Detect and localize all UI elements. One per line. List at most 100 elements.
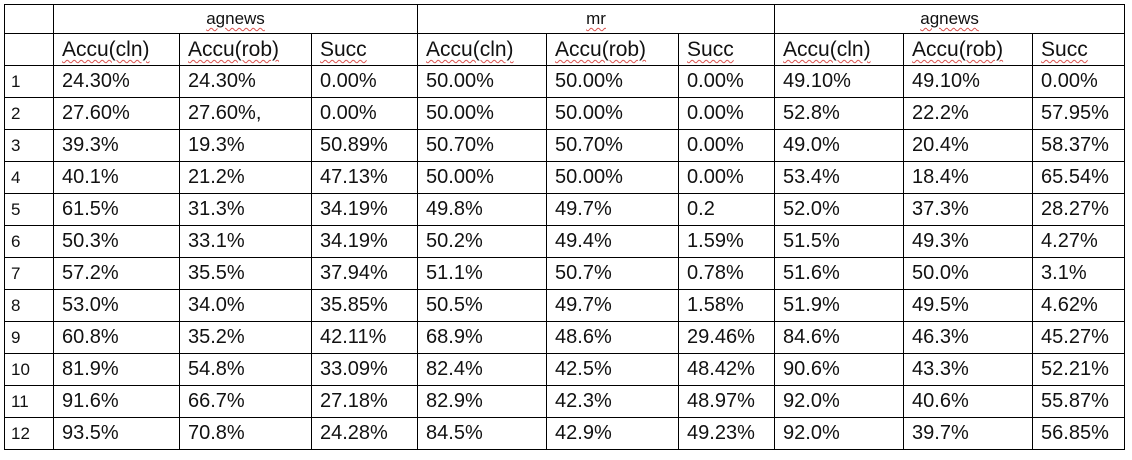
table-cell: 42.11%: [310, 321, 419, 354]
table-cell: 82.9%: [417, 385, 548, 418]
table-cell: 27.18%: [310, 385, 419, 418]
table-cell: 0.00%: [678, 97, 776, 130]
table-row: 11 91.6% 66.7% 27.18% 82.9% 42.3% 48.97% 92.0% 4…: [4, 385, 1126, 418]
table-body: agnews mr agnews Accu(cln) Accu(rob) Suc…: [4, 4, 1126, 450]
table-cell: 47.13%: [310, 161, 419, 194]
column-header: Succ: [678, 33, 776, 66]
table-cell: 45.27%: [1032, 321, 1126, 354]
table-cell: 39.3%: [53, 129, 180, 162]
group-header-mr: mr: [417, 4, 776, 34]
row-index-cell: 6: [4, 225, 54, 258]
table-cell: 39.7%: [903, 417, 1034, 450]
table-cell: 21.2%: [179, 161, 312, 194]
table-cell: 31.3%: [179, 193, 312, 226]
column-header: Succ: [310, 33, 419, 66]
table-cell: 48.6%: [546, 321, 680, 354]
table-cell: 56.85%: [1032, 417, 1126, 450]
table-cell: 4.62%: [1032, 289, 1126, 322]
table-cell: 34.0%: [179, 289, 312, 322]
row-index-cell: 11: [4, 385, 54, 418]
table-cell: 50.00%: [546, 65, 680, 98]
table-cell: 91.6%: [53, 385, 180, 418]
table-cell: 51.1%: [417, 257, 548, 290]
corner-cell: [4, 4, 54, 34]
table-cell: 82.4%: [417, 353, 548, 386]
table-cell: 28.27%: [1032, 193, 1126, 226]
table-row: 7 57.2% 35.5% 37.94% 51.1% 50.7% 0.78% 51.6% 50.…: [4, 257, 1126, 290]
table-cell: 50.00%: [417, 65, 548, 98]
table-cell: 3.1%: [1032, 257, 1126, 290]
table-cell: 33.1%: [179, 225, 312, 258]
table-cell: 84.6%: [774, 321, 905, 354]
table-cell: 1.59%: [678, 225, 776, 258]
table-cell: 42.3%: [546, 385, 680, 418]
table-cell: 40.1%: [53, 161, 180, 194]
table-cell: 55.87%: [1032, 385, 1126, 418]
table-cell: 43.3%: [903, 353, 1034, 386]
table-cell: 24.28%: [310, 417, 419, 450]
table-cell: 50.0%: [903, 257, 1034, 290]
table-cell: 49.3%: [903, 225, 1034, 258]
table-row: 5 61.5% 31.3% 34.19% 49.8% 49.7% 0.2 52.0% 37.3%…: [4, 193, 1126, 226]
table-cell: 35.5%: [179, 257, 312, 290]
table-cell: 0.00%: [678, 161, 776, 194]
table-cell: 93.5%: [53, 417, 180, 450]
table-cell: 52.21%: [1032, 353, 1126, 386]
group-label: agnews: [920, 9, 979, 28]
table-cell: 68.9%: [417, 321, 548, 354]
table-cell: 24.30%: [53, 65, 180, 98]
results-table: agnews mr agnews Accu(cln) Accu(rob) Suc…: [4, 4, 1126, 450]
table-cell: 50.3%: [53, 225, 180, 258]
row-index-cell: 1: [4, 65, 54, 98]
group-header-agnews-2: agnews: [774, 4, 1126, 34]
table-cell: 92.0%: [774, 385, 905, 418]
table-cell: 27.60%: [53, 97, 180, 130]
table-cell: 35.85%: [310, 289, 419, 322]
table-cell: 50.00%: [546, 161, 680, 194]
group-header-agnews-1: agnews: [52, 4, 419, 34]
table-cell: 19.3%: [179, 129, 312, 162]
table-row: 2 27.60% 27.60%, 0.00% 50.00% 50.00% 0.00% 52.8…: [4, 97, 1126, 130]
table-cell: 49.7%: [546, 193, 680, 226]
index-header-cell: [4, 33, 54, 66]
table-cell: 20.4%: [903, 129, 1034, 162]
row-index-cell: 10: [4, 353, 54, 386]
column-header: Accu(cln): [417, 33, 548, 66]
table-cell: 50.2%: [417, 225, 548, 258]
table-row: 12 93.5% 70.8% 24.28% 84.5% 42.9% 49.23% 92.0% 3…: [4, 417, 1126, 450]
table-cell: 0.2: [678, 193, 776, 226]
table-row: 3 39.3% 19.3% 50.89% 50.70% 50.70% 0.00% 49.0% 2…: [4, 129, 1126, 162]
column-header: Accu(cln): [53, 33, 180, 66]
table-cell: 0.00%: [310, 97, 419, 130]
table-cell: 50.00%: [417, 161, 548, 194]
table-cell: 34.19%: [310, 193, 419, 226]
column-header: Accu(rob): [903, 33, 1034, 66]
table-cell: 50.00%: [417, 97, 548, 130]
table-cell: 27.60%,: [179, 97, 312, 130]
group-header-row: agnews mr agnews: [4, 4, 1126, 34]
table-row: 10 81.9% 54.8% 33.09% 82.4% 42.5% 48.42% 90.6% 4…: [4, 353, 1126, 386]
table-row: 1 24.30% 24.30% 0.00% 50.00% 50.00% 0.00% 49.10…: [4, 65, 1126, 98]
table-cell: 48.42%: [678, 353, 776, 386]
table-cell: 37.3%: [903, 193, 1034, 226]
table-cell: 49.5%: [903, 289, 1034, 322]
table-cell: 51.5%: [774, 225, 905, 258]
row-index-cell: 4: [4, 161, 54, 194]
table-cell: 92.0%: [774, 417, 905, 450]
table-cell: 50.89%: [310, 129, 419, 162]
table-cell: 33.09%: [310, 353, 419, 386]
table-cell: 0.00%: [1032, 65, 1126, 98]
table-cell: 1.58%: [678, 289, 776, 322]
table-cell: 52.0%: [774, 193, 905, 226]
table-cell: 29.46%: [678, 321, 776, 354]
table-cell: 40.6%: [903, 385, 1034, 418]
table-cell: 35.2%: [179, 321, 312, 354]
column-header: Accu(cln): [774, 33, 905, 66]
table-cell: 81.9%: [53, 353, 180, 386]
row-index-cell: 3: [4, 129, 54, 162]
table-cell: 49.10%: [903, 65, 1034, 98]
table-cell: 49.8%: [417, 193, 548, 226]
table-cell: 51.6%: [774, 257, 905, 290]
table-cell: 22.2%: [903, 97, 1034, 130]
